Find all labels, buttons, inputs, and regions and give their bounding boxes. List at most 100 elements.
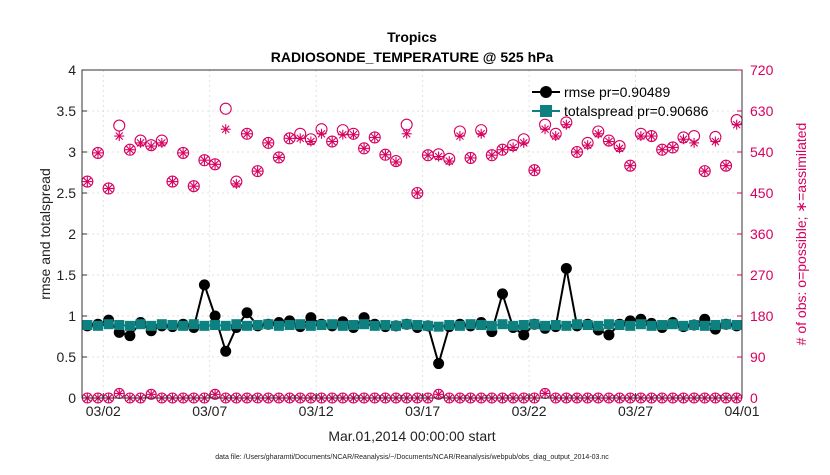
obs-possible-point-51 (624, 159, 637, 172)
spread-point-11 (199, 320, 210, 331)
obs-assimilated-point-11 (199, 155, 210, 166)
obs-assimilated-point-37 (476, 128, 487, 139)
obs-assimilated-point-17-stroke-3 (264, 138, 273, 147)
y-left-tick-label-8: 4 (68, 62, 76, 78)
obs-assimilated-point-37-stroke-3 (477, 129, 486, 138)
obs-assimilated-point-24-stroke-3 (338, 130, 347, 139)
legend-spread-marker (540, 105, 552, 117)
obs-assimilated-point-35 (454, 131, 465, 142)
obs-assimilated-point-39 (497, 144, 508, 155)
obs-assimilated-point-4 (124, 144, 135, 155)
spread-point-14 (231, 319, 242, 330)
spread-point-4 (124, 320, 135, 331)
obs-assimilated-point-45-stroke-3 (562, 120, 571, 129)
obs-assimilated-point-2 (103, 183, 114, 194)
x-tick-label-3: 03/17 (405, 403, 440, 419)
obs-assimilated-point-23-stroke-3 (328, 137, 337, 146)
spread-point-48 (593, 320, 604, 331)
spread-point-37 (476, 320, 487, 331)
obs-assimilated-point-3-stroke-3 (115, 132, 124, 140)
obs-assimilated-point-24 (337, 129, 348, 140)
spread-point-58 (699, 320, 710, 331)
obs-assimilated-point-52-stroke-3 (636, 132, 645, 140)
obs-assimilated-point-29-stroke-3 (392, 158, 400, 166)
obs-assimilated-point-4-stroke-3 (125, 145, 134, 154)
obs-assimilated-point-21 (305, 136, 316, 147)
obs-rejected-asterisk-12-stroke-3 (211, 390, 219, 398)
obs-assimilated-point-29 (391, 157, 402, 168)
obs-possible-point-39 (496, 143, 509, 156)
gridlines (82, 69, 743, 399)
obs-possible-point-36 (464, 151, 477, 164)
obs-possible-point-42 (528, 164, 541, 177)
legend-rmse-marker (540, 86, 552, 98)
obs-assimilated-point-56 (678, 134, 689, 145)
obs-assimilated-point-32 (422, 150, 433, 161)
x-axis-ticks: 03/02 03/07 03/12 03/17 03/22 03/27 04/01 (81, 393, 760, 419)
y-right-tick-label-2: 180 (750, 308, 774, 324)
spread-point-54 (657, 320, 668, 331)
obs-assimilated-point-26 (359, 143, 370, 154)
obs-assimilated-point-8 (167, 176, 178, 187)
obs-assimilated-point-19 (284, 133, 295, 144)
obs-assimilated-point-34-stroke-3 (445, 157, 454, 166)
spread-point-2 (103, 319, 114, 330)
y-axis-right-label: # of obs: o=possible; ∗=assimilated (793, 123, 809, 346)
spread-point-50 (614, 320, 625, 331)
obs-assimilated-point-2-stroke-3 (104, 184, 113, 193)
obs-assimilated-point-55-stroke-3 (668, 143, 677, 152)
rmse-point-39 (496, 288, 508, 300)
obs-assimilated-point-32-stroke-3 (424, 151, 432, 160)
chart-subtitle: RADIOSONDE_TEMPERATURE @ 525 hPa (271, 49, 554, 65)
spread-point-24 (337, 320, 348, 331)
spread-point-32 (422, 320, 433, 331)
obs-assimilated-point-20-stroke-3 (296, 134, 305, 143)
obs-possible-point-10 (187, 180, 200, 193)
y-axis-left-label: rmse and totalspread (37, 168, 53, 300)
obs-assimilated-point-9 (178, 147, 189, 158)
x-axis-label: Mar.01,2014 00:00:00 start (328, 428, 495, 444)
obs-assimilated-point-27 (369, 132, 380, 143)
obs-assimilated-point-30-stroke-3 (402, 129, 411, 138)
spread-point-5 (135, 319, 146, 330)
rmse-point-49 (603, 329, 615, 341)
obs-possible-point-15 (240, 127, 254, 140)
spread-point-59 (710, 320, 721, 331)
obs-possible-point-17 (262, 136, 275, 149)
obs-assimilated-point-12-stroke-3 (211, 160, 219, 169)
rmse-point-45 (560, 262, 572, 274)
obs-possible-point-60 (719, 159, 733, 172)
spread-point-6 (146, 320, 157, 331)
obs-assimilated-point-59-stroke-3 (711, 137, 720, 146)
legend-rmse-label: rmse pr=0.90489 (564, 84, 670, 100)
spread-point-21 (305, 320, 316, 331)
y-right-tick-label-8: 720 (750, 62, 774, 78)
x-tick-label-6: 04/01 (724, 403, 759, 419)
obs-assimilated-point-18 (273, 152, 284, 163)
obs-possible-point-13 (219, 102, 232, 115)
obs-assimilated-point-16-stroke-3 (253, 167, 262, 176)
obs-assimilated-point-57 (689, 137, 700, 148)
spread-point-30 (401, 319, 412, 330)
obs-assimilated-point-47-stroke-3 (583, 141, 592, 150)
obs-assimilated-point-42 (529, 165, 540, 176)
x-tick-label-4: 03/22 (512, 403, 547, 419)
spread-point-36 (465, 319, 476, 330)
obs-assimilated-point-49 (603, 136, 614, 147)
spread-point-16 (252, 320, 263, 331)
obs-rejected-point-33 (433, 388, 445, 400)
obs-rejected-asterisk-12 (210, 389, 220, 399)
spread-point-8 (167, 320, 178, 331)
obs-assimilated-point-43 (540, 124, 551, 135)
spread-point-49 (603, 319, 614, 330)
spread-point-17 (263, 319, 274, 330)
spread-point-1 (92, 320, 103, 331)
obs-possible-point-46 (570, 145, 584, 159)
obs-assimilated-point-13 (220, 124, 231, 135)
obs-assimilated-point-16 (252, 166, 263, 177)
rmse-point-21 (305, 312, 317, 324)
obs-assimilated-point-5 (135, 137, 146, 148)
obs-possible-point-9 (177, 146, 190, 159)
obs-possible-point-4 (123, 143, 136, 156)
